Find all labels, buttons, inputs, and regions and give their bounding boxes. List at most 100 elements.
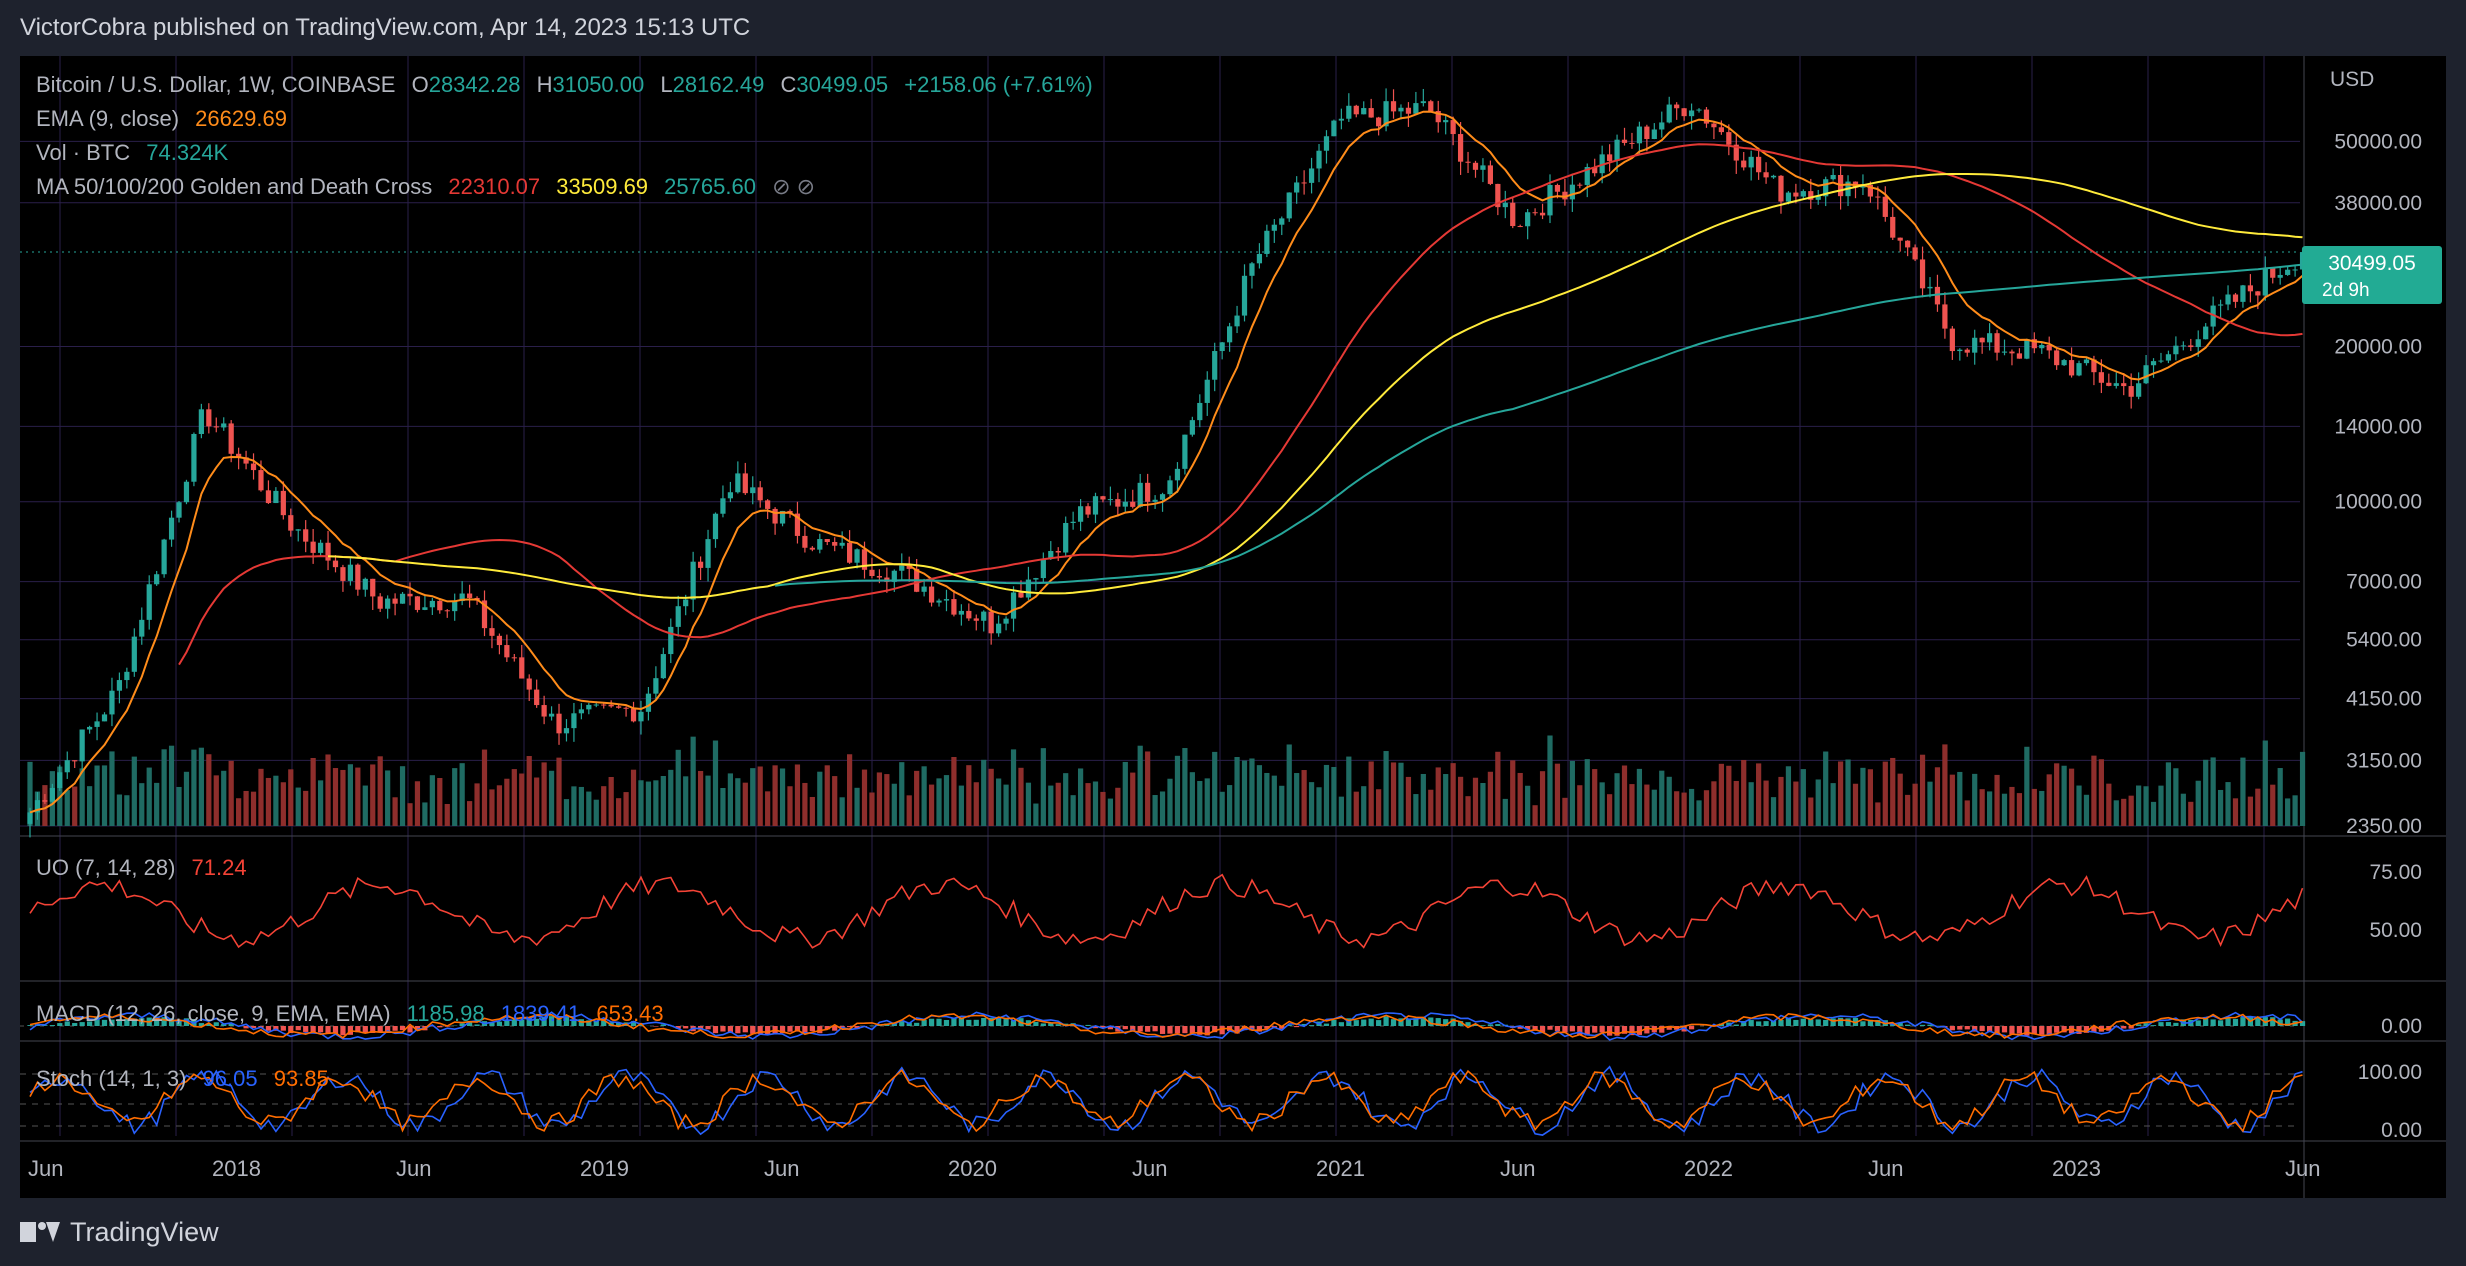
candle-body bbox=[1435, 111, 1441, 123]
volume-bar bbox=[1733, 780, 1739, 826]
candle-body bbox=[847, 542, 853, 563]
candle-body bbox=[1793, 192, 1799, 197]
candle-body bbox=[161, 539, 167, 575]
candle-body bbox=[64, 760, 70, 773]
volume-bar bbox=[288, 769, 294, 826]
candle-body bbox=[757, 487, 763, 501]
macd-histogram-bar bbox=[586, 1020, 592, 1026]
time-tick-label: 2022 bbox=[1684, 1156, 1733, 1181]
legend-stoch-label: Stoch (14, 1, 3) bbox=[36, 1066, 186, 1091]
legend-ma200-value: 25765.60 bbox=[664, 174, 756, 199]
macd-histogram-bar bbox=[2001, 1026, 2008, 1033]
legend-low-label: L bbox=[660, 72, 672, 97]
macd-histogram-bar bbox=[1398, 1018, 1404, 1026]
volume-bar bbox=[2128, 795, 2134, 826]
candle-body bbox=[578, 709, 584, 714]
volume-bar bbox=[94, 765, 100, 826]
macd-histogram-bar bbox=[303, 1026, 309, 1032]
volume-bar bbox=[176, 786, 182, 826]
volume-bar bbox=[1912, 783, 1918, 826]
volume-bar bbox=[936, 778, 942, 826]
macd-histogram-bar bbox=[928, 1018, 935, 1026]
candle-body bbox=[1331, 120, 1337, 137]
macd-histogram-bar bbox=[556, 1019, 562, 1026]
price-tick-label: 20000.00 bbox=[2334, 336, 2422, 359]
macd-histogram-bar bbox=[765, 1026, 771, 1035]
volume-bar bbox=[727, 773, 733, 826]
macd-histogram-bar bbox=[176, 1020, 182, 1026]
macd-histogram-bar bbox=[854, 1026, 860, 1030]
volume-bar bbox=[869, 792, 875, 826]
candle-body bbox=[1934, 286, 1941, 305]
volume-bar bbox=[973, 782, 979, 826]
macd-histogram-bar bbox=[1785, 1018, 1792, 1026]
candle-body bbox=[675, 606, 681, 627]
candle-body bbox=[1316, 150, 1322, 169]
legend-macd-label: MACD (12, 26, close, 9, EMA, EMA) bbox=[36, 1001, 391, 1026]
volume-bar bbox=[1457, 776, 1464, 826]
volume-bar bbox=[1092, 781, 1099, 826]
volume-bar bbox=[1502, 798, 1508, 826]
candle-body bbox=[683, 599, 689, 607]
candle-body bbox=[727, 492, 733, 499]
volume-bar bbox=[638, 780, 644, 826]
macd-histogram-bar bbox=[1726, 1022, 1732, 1026]
macd-histogram-bar bbox=[906, 1022, 912, 1026]
macd-histogram-bar bbox=[1830, 1018, 1836, 1026]
volume-bars bbox=[27, 735, 2306, 826]
macd-histogram-bar bbox=[2173, 1022, 2179, 1026]
chart-frame[interactable]: 50000.00 38000.00 20000.00 14000.00 10000.00… bbox=[20, 56, 2446, 1198]
volume-bar bbox=[42, 785, 48, 826]
candle-body bbox=[2143, 365, 2149, 384]
time-tick-label: Jun bbox=[28, 1156, 63, 1181]
volume-bar bbox=[2121, 798, 2127, 826]
volume-bar bbox=[1398, 762, 1404, 826]
volume-bar bbox=[1405, 776, 1412, 826]
volume-bar bbox=[2143, 786, 2149, 826]
candle-body bbox=[1457, 134, 1464, 162]
indicator-panes bbox=[20, 873, 2306, 1136]
currency-label: USD bbox=[2330, 68, 2374, 91]
macd-histogram-bar bbox=[1107, 1026, 1113, 1030]
macd-histogram-bar bbox=[1487, 1024, 1493, 1026]
macd-histogram-bar bbox=[1361, 1019, 1367, 1026]
candle-body bbox=[1070, 521, 1076, 523]
volume-bar bbox=[87, 786, 93, 826]
candle-body bbox=[653, 678, 659, 694]
price-chart[interactable]: 50000.00 38000.00 20000.00 14000.00 10000.00… bbox=[20, 56, 2446, 1198]
volume-bar bbox=[958, 785, 964, 826]
macd-histogram-bar bbox=[936, 1018, 942, 1026]
macd-histogram-bar bbox=[1279, 1026, 1285, 1029]
candle-body bbox=[2039, 345, 2045, 349]
macd-histogram-bar bbox=[2165, 1022, 2172, 1026]
macd-histogram-bar bbox=[914, 1022, 920, 1026]
volume-bar bbox=[2083, 794, 2090, 826]
macd-histogram-bar bbox=[1554, 1026, 1561, 1032]
indicator-tick-label: 100.00 bbox=[2358, 1061, 2422, 1084]
volume-bar bbox=[1070, 795, 1076, 826]
candle-body bbox=[2262, 268, 2268, 296]
volume-bar bbox=[668, 769, 674, 826]
volume-bar bbox=[265, 777, 272, 826]
macd-histogram-bar bbox=[1055, 1024, 1061, 1026]
volume-bar bbox=[2136, 785, 2142, 826]
volume-bar bbox=[2180, 793, 2186, 826]
volume-bar bbox=[921, 766, 927, 826]
macd-histogram-bar bbox=[27, 1025, 33, 1026]
volume-bar bbox=[1562, 797, 1568, 826]
volume-bar bbox=[1525, 785, 1531, 826]
volume-bar bbox=[1487, 771, 1493, 826]
macd-histogram-bar bbox=[973, 1019, 979, 1026]
legend-macd-v2: 1839.41 bbox=[501, 1001, 581, 1026]
time-tick-label: 2023 bbox=[2052, 1156, 2101, 1181]
candle-body bbox=[1413, 103, 1419, 114]
candle-body bbox=[1107, 499, 1113, 501]
macd-histogram-bar bbox=[1927, 1024, 1933, 1026]
candle-body bbox=[2076, 363, 2082, 376]
candle-body bbox=[2106, 382, 2112, 386]
macd-histogram-bar bbox=[1621, 1026, 1628, 1034]
volume-bar bbox=[1033, 803, 1039, 826]
macd-histogram-bar bbox=[1688, 1026, 1695, 1030]
volume-bar bbox=[504, 778, 510, 826]
volume-bar bbox=[571, 786, 577, 826]
